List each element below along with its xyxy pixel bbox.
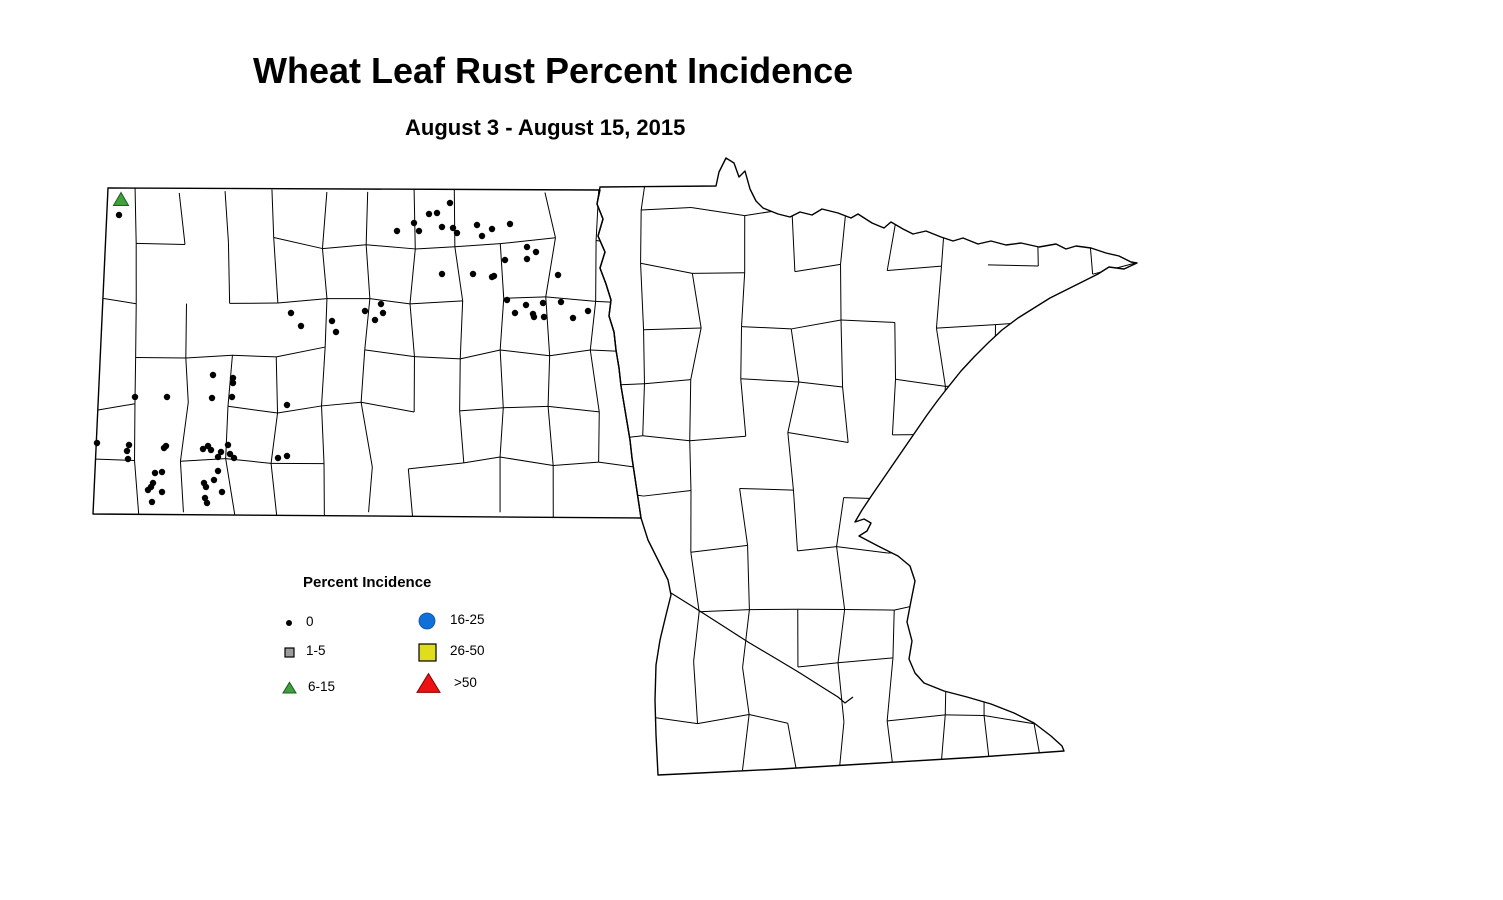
- map-marker-dot: [393, 227, 401, 235]
- map-marker-dot: [361, 307, 369, 315]
- map-marker-dot: [151, 469, 159, 477]
- map-marker-dot: [332, 328, 340, 336]
- map-marker-dot: [438, 223, 446, 231]
- map-marker-dot: [229, 379, 237, 387]
- map-marker-dot: [208, 394, 216, 402]
- mn-county-lines: [597, 158, 1137, 775]
- map-marker-dot: [229, 374, 237, 382]
- map-marker-dot: [557, 298, 565, 306]
- map-marker-dot: [449, 224, 457, 232]
- map-marker-dot: [158, 468, 166, 476]
- map-marker-dot: [123, 447, 131, 455]
- map-marker-dot: [224, 441, 232, 449]
- map-marker-dot: [523, 243, 531, 251]
- map-marker-dot: [377, 300, 385, 308]
- map-marker-dot: [158, 488, 166, 496]
- map-marker-dot: [228, 393, 236, 401]
- map-marker-dot: [283, 452, 291, 460]
- map-marker-dot: [511, 309, 519, 317]
- map-marker-dot: [532, 248, 540, 256]
- map-marker-dot: [148, 498, 156, 506]
- nd-county-lines: [93, 188, 641, 518]
- map-marker-dot: [210, 476, 218, 484]
- map-marker-dot: [274, 454, 282, 462]
- map-marker-dot: [415, 227, 423, 235]
- map-marker-dot: [469, 270, 477, 278]
- map-marker-dot: [125, 441, 133, 449]
- map-marker-dot: [540, 313, 548, 321]
- map-marker-dot: [453, 229, 461, 237]
- map-marker-dot: [147, 483, 155, 491]
- map-marker-triangle: [112, 191, 130, 206]
- map-marker-dot: [287, 309, 295, 317]
- map-marker-dot: [199, 445, 207, 453]
- map-marker-dot: [539, 299, 547, 307]
- map-marker-dot: [488, 225, 496, 233]
- page-subtitle: August 3 - August 15, 2015: [405, 115, 686, 140]
- map-marker-dot: [214, 467, 222, 475]
- map-marker-dot: [201, 494, 209, 502]
- map-marker-dot: [371, 316, 379, 324]
- page-title: Wheat Leaf Rust Percent Incidence: [253, 50, 854, 91]
- map-marker-dot: [124, 455, 132, 463]
- map-marker-dot: [217, 448, 225, 456]
- map-marker-dot: [209, 371, 217, 379]
- map-marker-dot: [115, 211, 123, 219]
- state-outline-minnesota: [596, 157, 1138, 776]
- map-marker-dot: [478, 232, 486, 240]
- minnesota-river-line: [670, 592, 854, 704]
- map-marker-dot: [218, 488, 226, 496]
- map-marker-dot: [530, 313, 538, 321]
- map-marker-dot: [230, 454, 238, 462]
- map-marker-dot: [433, 209, 441, 217]
- map-marker-dot: [446, 199, 454, 207]
- map-marker-dot: [203, 499, 211, 507]
- markers-incidence-6-15: [112, 191, 130, 206]
- map-marker-dot: [501, 256, 509, 264]
- map-marker-dot: [214, 453, 222, 461]
- map-marker-dot: [523, 255, 531, 263]
- map-marker-dot: [410, 219, 418, 227]
- map-marker-dot: [207, 446, 215, 454]
- map-marker-dot: [297, 322, 305, 330]
- map-marker-dot: [131, 393, 139, 401]
- map-marker-dot: [379, 309, 387, 317]
- map-marker-dot: [473, 221, 481, 229]
- map-marker-dot: [488, 273, 496, 281]
- map-marker-dot: [554, 271, 562, 279]
- map-marker-dot: [503, 296, 511, 304]
- map-marker-dot: [569, 314, 577, 322]
- map-marker-dot: [438, 270, 446, 278]
- map-marker-dot: [226, 450, 234, 458]
- map-marker-dot: [328, 317, 336, 325]
- map-marker-dot: [202, 483, 210, 491]
- map-marker-dot: [162, 442, 170, 450]
- map-marker-dot: [584, 307, 592, 315]
- map-marker-dot: [93, 439, 101, 447]
- map-marker-dot: [506, 220, 514, 228]
- map-marker-dot: [522, 301, 530, 309]
- state-outline-north-dakota: [92, 187, 642, 519]
- map-marker-dot: [163, 393, 171, 401]
- map-marker-dot: [425, 210, 433, 218]
- map-marker-dot: [283, 401, 291, 409]
- markers-incidence-0: [93, 199, 592, 507]
